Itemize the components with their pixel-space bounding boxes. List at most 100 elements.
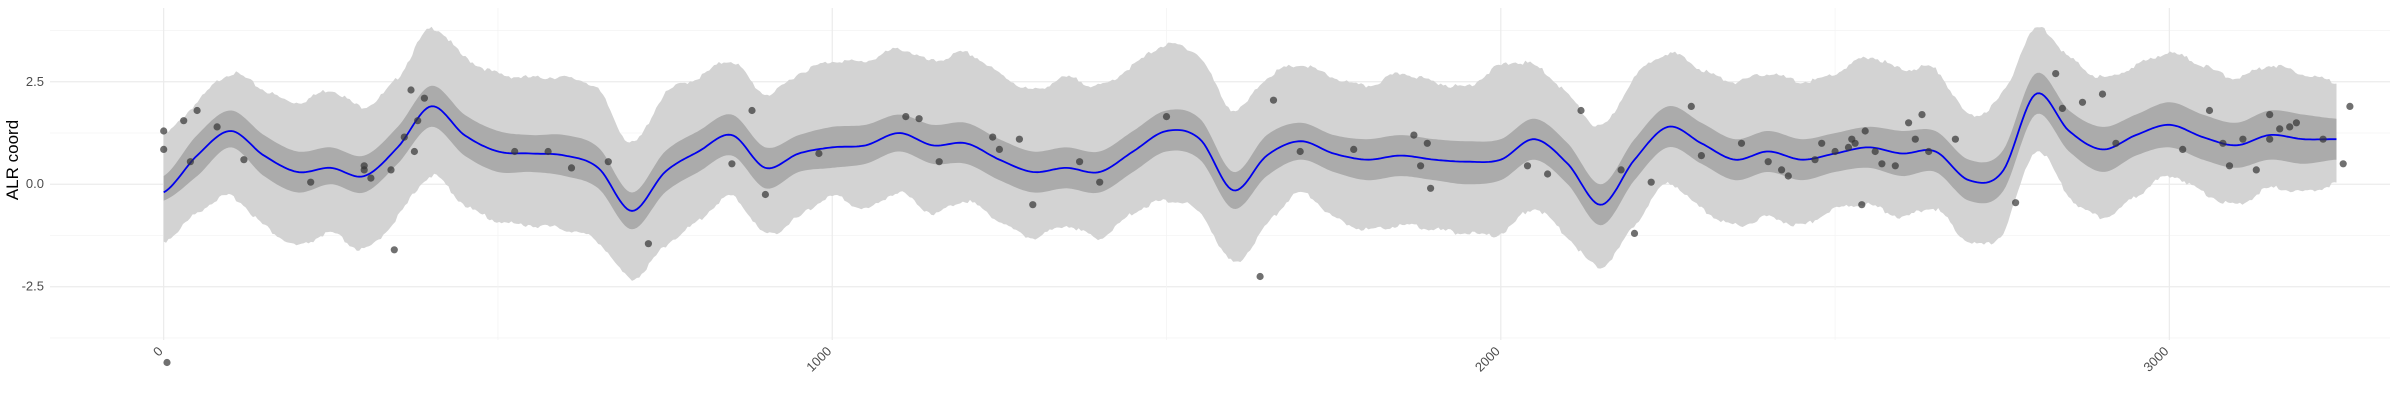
data-point (1162, 113, 1171, 121)
data-point (935, 158, 943, 166)
data-point (240, 156, 248, 164)
data-point (387, 166, 395, 174)
data-point (1697, 152, 1705, 160)
data-point (1256, 272, 1264, 281)
x-tick-label: 0 (150, 344, 166, 360)
data-point (407, 86, 415, 94)
data-point (1918, 111, 1926, 119)
data-point (2292, 119, 2300, 127)
data-point (1687, 102, 1695, 110)
data-point (1737, 139, 1746, 147)
data-point (2276, 125, 2284, 133)
data-point (2012, 199, 2020, 207)
data-point (1891, 162, 1899, 170)
data-point (1015, 135, 1024, 143)
data-point (400, 133, 408, 141)
data-point (2179, 145, 2187, 153)
data-point (367, 174, 375, 182)
data-point (2239, 135, 2247, 143)
data-point (989, 133, 997, 141)
data-point (1905, 119, 1913, 127)
data-point (995, 145, 1004, 153)
data-point (1630, 229, 1639, 237)
data-point (2205, 106, 2214, 115)
data-point (1269, 96, 1278, 104)
data-point (1647, 178, 1655, 186)
data-point (1076, 158, 1084, 166)
data-point (644, 240, 653, 248)
x-tick-label: 1000 (803, 344, 834, 375)
data-point (748, 106, 756, 115)
data-point (1861, 127, 1869, 135)
y-axis-ticks: -2.5 0.0 2.5 (22, 74, 44, 294)
data-point (213, 123, 221, 131)
data-point (1784, 172, 1792, 180)
data-point (1410, 131, 1418, 139)
data-point (1778, 166, 1786, 174)
data-point (2266, 111, 2274, 119)
inner-credible-band (163, 72, 2337, 230)
observation-points (160, 70, 2354, 367)
data-point (180, 117, 188, 125)
data-point (2339, 160, 2347, 168)
outer-credible-band (163, 26, 2337, 281)
y-tick-label: 2.5 (26, 74, 44, 89)
data-point (1871, 147, 1879, 156)
data-point (1925, 147, 1933, 156)
data-point (1844, 143, 1853, 151)
data-point (414, 117, 422, 125)
data-point (1096, 178, 1104, 186)
data-point (915, 115, 923, 123)
data-point (728, 160, 736, 168)
data-point (1858, 201, 1866, 209)
data-point (186, 158, 194, 166)
data-point (2058, 104, 2066, 112)
data-point (360, 166, 368, 174)
data-point (2112, 139, 2120, 147)
data-point (1523, 162, 1532, 170)
data-point (2098, 90, 2107, 98)
data-point (2266, 135, 2274, 143)
data-point (2078, 98, 2087, 106)
data-point (1544, 170, 1552, 178)
data-point (1831, 147, 1839, 156)
data-point (1764, 158, 1772, 166)
data-point (567, 164, 576, 172)
data-point (761, 190, 770, 199)
data-point (307, 178, 315, 186)
data-point (1296, 147, 1304, 156)
data-point (604, 158, 612, 166)
data-point (1427, 184, 1435, 192)
data-point (193, 106, 201, 115)
data-point (410, 147, 418, 156)
data-point (1029, 201, 1037, 209)
x-axis-ticks: 0 1000 2000 3000 (150, 344, 2171, 375)
data-point (511, 147, 519, 156)
data-point (2225, 162, 2234, 170)
data-point (2286, 123, 2294, 131)
data-point (160, 127, 168, 135)
data-point (1350, 145, 1358, 153)
data-point (390, 246, 398, 254)
data-point (2319, 135, 2327, 143)
data-point (1811, 156, 1819, 164)
data-point (2052, 70, 2060, 78)
data-point (1417, 162, 1425, 170)
y-tick-label: -2.5 (22, 279, 44, 294)
data-point (1951, 135, 1959, 143)
data-point (1851, 139, 1859, 147)
data-point (2252, 166, 2260, 174)
data-point (1818, 139, 1826, 147)
data-point (2219, 139, 2227, 147)
data-point (163, 358, 171, 367)
x-tick-label: 2000 (1472, 344, 1503, 375)
data-point (420, 94, 428, 102)
data-point (902, 113, 910, 121)
data-point (1617, 166, 1625, 174)
data-point (2346, 102, 2354, 110)
data-point (1423, 139, 1431, 147)
data-point (1577, 106, 1585, 115)
x-tick-label: 3000 (2140, 344, 2171, 375)
data-point (815, 149, 823, 158)
